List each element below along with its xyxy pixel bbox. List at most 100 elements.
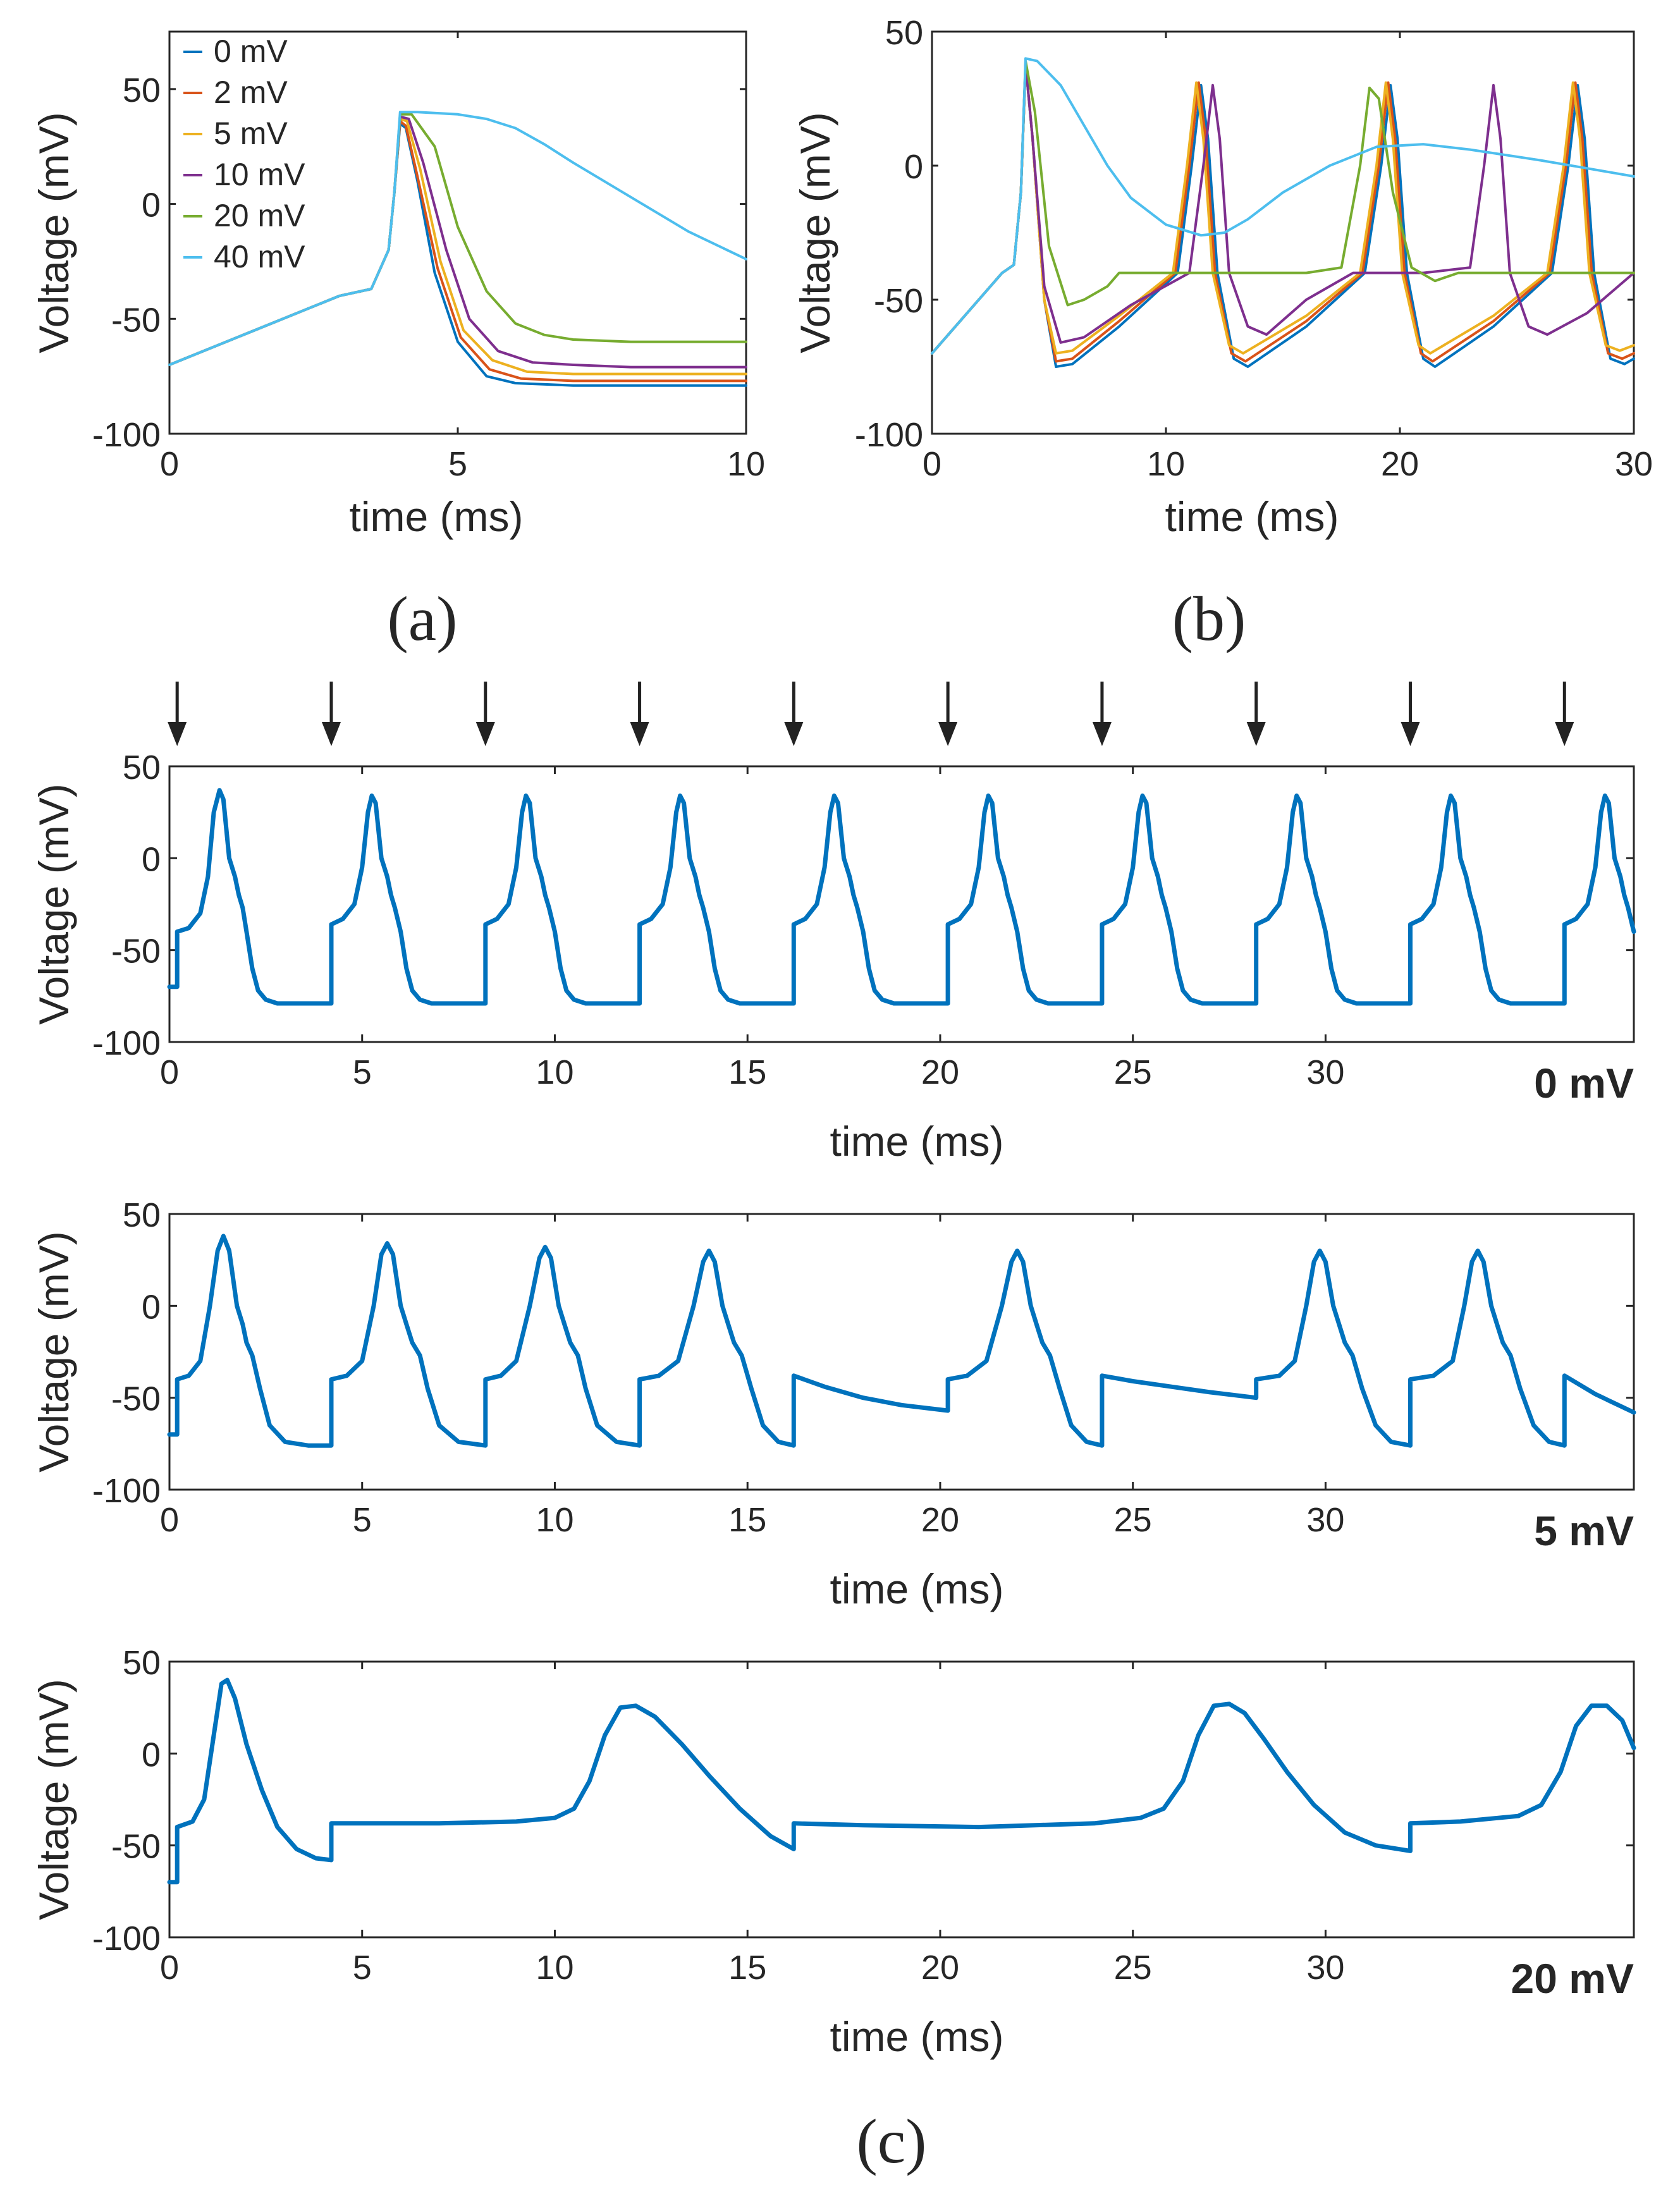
y-tick-label: 0 xyxy=(142,187,161,224)
y-tick-label: 50 xyxy=(123,1196,161,1234)
panel-c3-ylabel: Voltage (mV) xyxy=(30,1679,77,1920)
x-tick-label: 0 xyxy=(160,1949,179,1987)
x-tick-label: 5 xyxy=(448,445,467,483)
panel-c2-x-ticks: 0 5 10 15 20 25 30 xyxy=(160,1214,1344,1539)
y-tick-label: -100 xyxy=(855,416,923,454)
x-tick-label: 30 xyxy=(1615,445,1653,483)
x-tick-label: 25 xyxy=(1114,1501,1152,1539)
y-tick-label: -50 xyxy=(111,933,161,971)
x-tick-label: 5 xyxy=(353,1053,372,1091)
panel-b-xlabel: time (ms) xyxy=(1165,493,1339,540)
y-tick-label: -50 xyxy=(111,1380,161,1418)
x-tick-label: 10 xyxy=(536,1949,573,1987)
y-tick-label: 50 xyxy=(123,1644,161,1682)
x-tick-label: 0 xyxy=(160,1053,179,1091)
panel-c3-xlabel: time (ms) xyxy=(830,2013,1004,2060)
y-tick-label: -100 xyxy=(92,1920,161,1958)
panel-c1-xlabel: time (ms) xyxy=(830,1118,1004,1165)
legend-entry: 2 mV xyxy=(214,75,288,110)
panel-c1: -100 -50 0 50 0 5 10 15 20 25 30 Voltage (mV) tim… xyxy=(30,749,1636,1165)
x-tick-label: 20 xyxy=(921,1053,959,1091)
panel-c2-plot-area xyxy=(168,1213,1635,1491)
panel-a-ylabel: Voltage (mV) xyxy=(30,112,77,353)
panel-c3: -100 -50 0 50 0 5 10 15 20 25 30 Voltage (mV) tim… xyxy=(30,1644,1636,2060)
panel-a-xlabel: time (ms) xyxy=(350,493,524,540)
x-tick-label: 20 xyxy=(1381,445,1419,483)
panel-b-x-ticks: 0 10 20 30 xyxy=(923,32,1653,483)
x-tick-label: 20 xyxy=(921,1949,959,1987)
y-tick-label: 0 xyxy=(142,1736,161,1774)
x-tick-label: 0 xyxy=(160,445,179,483)
x-tick-label: 25 xyxy=(1114,1949,1152,1987)
stimulus-arrow xyxy=(1401,682,1420,746)
y-tick-label: 50 xyxy=(123,71,161,109)
panel-b-ylabel: Voltage (mV) xyxy=(792,112,838,353)
x-tick-label: 10 xyxy=(1147,445,1185,483)
panel-c3-annotation: 20 mV xyxy=(1511,1955,1634,2002)
panel-c2-xlabel: time (ms) xyxy=(830,1566,1004,1612)
legend-entry: 5 mV xyxy=(214,116,288,151)
panel-c3-plot-area xyxy=(168,1660,1635,1939)
panel-a: -100 -50 0 50 0 5 10 0 mV 2 mV 5 mV 10 mV 20 mV 40… xyxy=(30,30,765,654)
stimulus-arrow xyxy=(1246,682,1266,746)
x-tick-label: 25 xyxy=(1114,1053,1152,1091)
panel-b-label: (b) xyxy=(1172,584,1246,654)
panel-c1-series xyxy=(167,788,1636,1006)
panel-c3-y-ticks: -100 -50 0 50 xyxy=(92,1644,1634,1958)
x-tick-label: 10 xyxy=(536,1053,573,1091)
panel-b-plot-area xyxy=(931,30,1635,435)
panel-c1-x-ticks: 0 5 10 15 20 25 30 xyxy=(160,766,1344,1091)
panel-c2-series xyxy=(167,1234,1636,1448)
x-tick-label: 0 xyxy=(923,445,941,483)
panel-c2-y-ticks: -100 -50 0 50 xyxy=(92,1196,1634,1510)
y-tick-label: 0 xyxy=(142,840,161,878)
stimulus-arrows xyxy=(168,682,1574,746)
legend-entry: 20 mV xyxy=(214,198,305,233)
panel-a-x-ticks: 0 5 10 xyxy=(160,32,765,483)
panel-c1-y-ticks: -100 -50 0 50 xyxy=(92,749,1634,1062)
stimulus-arrow xyxy=(784,682,804,746)
series-line-trace xyxy=(167,1677,1636,1885)
series-line-trace xyxy=(167,1234,1636,1448)
y-tick-label: -50 xyxy=(111,301,161,339)
legend-entry: 10 mV xyxy=(214,157,305,192)
x-tick-label: 0 xyxy=(160,1501,179,1539)
series-line-40-mv xyxy=(931,57,1635,355)
panel-c3-series xyxy=(167,1677,1636,1885)
x-tick-label: 15 xyxy=(728,1501,766,1539)
panel-c1-ylabel: Voltage (mV) xyxy=(30,783,77,1025)
legend-entry: 40 mV xyxy=(214,239,305,274)
panel-b-y-ticks: -100 -50 0 50 xyxy=(855,14,1634,454)
panel-b: -100 -50 0 50 0 10 20 30 Voltage (mV) time (ms… xyxy=(792,14,1653,654)
y-tick-label: -50 xyxy=(874,282,923,320)
stimulus-arrow xyxy=(475,682,495,746)
x-tick-label: 30 xyxy=(1306,1949,1344,1987)
legend-entry: 0 mV xyxy=(214,34,288,69)
stimulus-arrow xyxy=(630,682,649,746)
y-tick-label: 50 xyxy=(123,749,161,787)
stimulus-arrow xyxy=(938,682,958,746)
panel-c1-annotation: 0 mV xyxy=(1534,1060,1634,1106)
panel-c2: -100 -50 0 50 0 5 10 15 20 25 30 Voltage (mV) tim… xyxy=(30,1196,1636,1612)
panel-c2-ylabel: Voltage (mV) xyxy=(30,1231,77,1473)
x-tick-label: 30 xyxy=(1306,1053,1344,1091)
y-tick-label: -100 xyxy=(92,1472,161,1510)
x-tick-label: 5 xyxy=(353,1501,372,1539)
y-tick-label: -100 xyxy=(92,1024,161,1062)
x-tick-label: 10 xyxy=(536,1501,573,1539)
stimulus-arrow xyxy=(1555,682,1574,746)
panel-a-label: (a) xyxy=(388,584,458,654)
x-tick-label: 10 xyxy=(727,445,765,483)
x-tick-label: 15 xyxy=(728,1949,766,1987)
x-tick-label: 30 xyxy=(1306,1501,1344,1539)
x-tick-label: 5 xyxy=(353,1949,372,1987)
y-tick-label: 0 xyxy=(904,148,923,186)
series-line-trace xyxy=(167,788,1636,1006)
stimulus-arrow xyxy=(1092,682,1112,746)
y-tick-label: 50 xyxy=(885,14,923,52)
panel-a-series xyxy=(168,111,747,387)
x-tick-label: 15 xyxy=(728,1053,766,1091)
panel-c1-plot-area xyxy=(168,765,1635,1043)
panel-c-label: (c) xyxy=(857,2106,927,2176)
